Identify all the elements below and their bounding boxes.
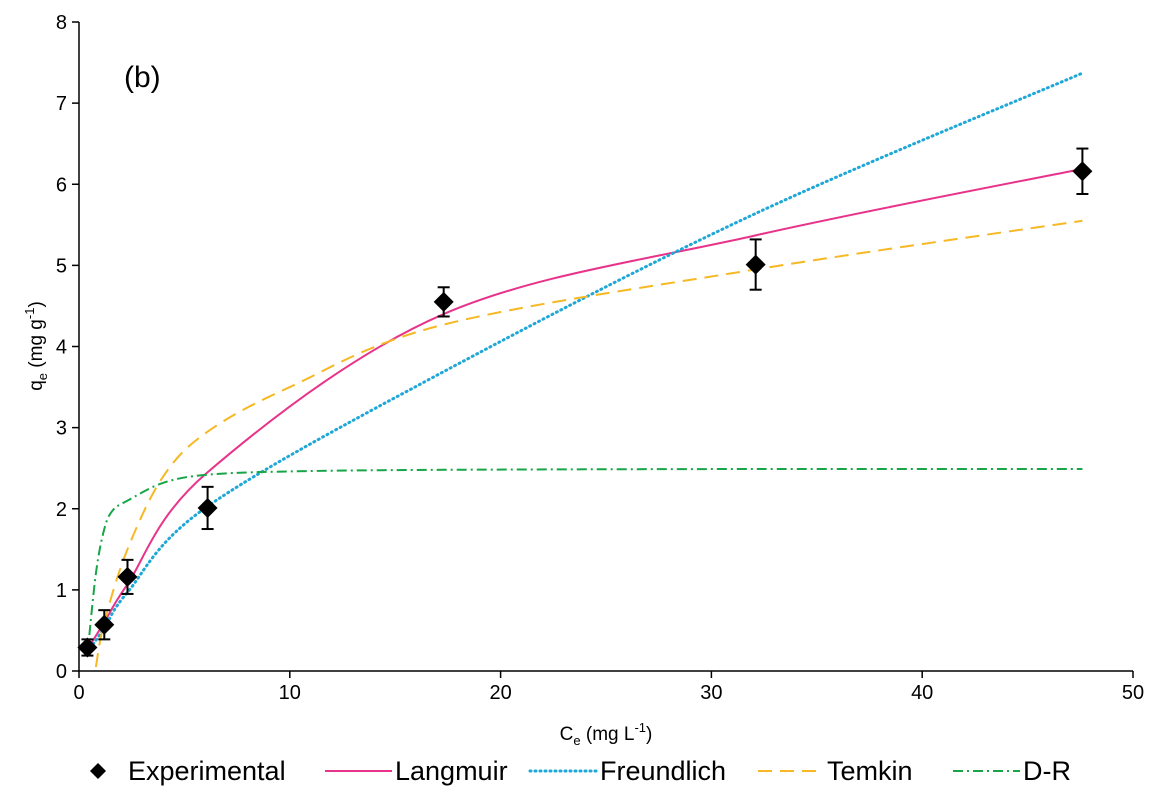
y-tick-label: 8 bbox=[56, 12, 67, 34]
series-line-langmuir bbox=[86, 167, 1083, 650]
experimental-points bbox=[77, 147, 1093, 658]
series-line-freundlich bbox=[85, 71, 1084, 654]
y-tick-label: 2 bbox=[56, 499, 67, 521]
x-axis-title: Ce (mg L-1) bbox=[560, 720, 653, 748]
x-tick-label: 40 bbox=[911, 682, 933, 704]
x-tick-label: 30 bbox=[700, 682, 722, 704]
x-tick-label: 10 bbox=[279, 682, 301, 704]
experimental-point bbox=[745, 254, 766, 275]
experimental-point bbox=[1072, 161, 1093, 182]
y-axis-title: qe (mg g-1) bbox=[22, 301, 50, 391]
experimental-point bbox=[433, 291, 454, 312]
legend: Experimental Langmuir Freundlich Temkin … bbox=[90, 756, 1071, 786]
x-tick-label: 0 bbox=[73, 682, 84, 704]
ticks: 0 10 20 30 40 50 0 1 2 3 4 5 6 7 8 bbox=[56, 12, 1144, 704]
legend-label-langmuir: Langmuir bbox=[395, 756, 508, 786]
series-line-temkin bbox=[94, 219, 1083, 668]
y-tick-label: 1 bbox=[56, 580, 67, 602]
panel-label: (b) bbox=[124, 61, 161, 94]
legend-marker-experimental bbox=[90, 763, 106, 779]
y-tick-label: 4 bbox=[56, 337, 67, 359]
x-tick-label: 20 bbox=[489, 682, 511, 704]
y-tick-label: 3 bbox=[56, 418, 67, 440]
experimental-point bbox=[94, 614, 115, 635]
x-tick-label: 50 bbox=[1122, 682, 1144, 704]
legend-label-freundlich: Freundlich bbox=[600, 756, 726, 786]
series-line-d-r bbox=[86, 467, 1083, 655]
y-tick-label: 5 bbox=[56, 255, 67, 277]
experimental-point bbox=[77, 637, 98, 658]
experimental-point bbox=[117, 566, 138, 587]
y-tick-label: 6 bbox=[56, 174, 67, 196]
legend-label-dr: D-R bbox=[1023, 756, 1071, 786]
y-tick-label: 7 bbox=[56, 93, 67, 115]
y-tick-label: 0 bbox=[56, 661, 67, 683]
series-lines bbox=[85, 71, 1084, 668]
experimental-point bbox=[197, 497, 218, 518]
legend-label-experimental: Experimental bbox=[128, 756, 286, 786]
legend-label-temkin: Temkin bbox=[827, 756, 913, 786]
